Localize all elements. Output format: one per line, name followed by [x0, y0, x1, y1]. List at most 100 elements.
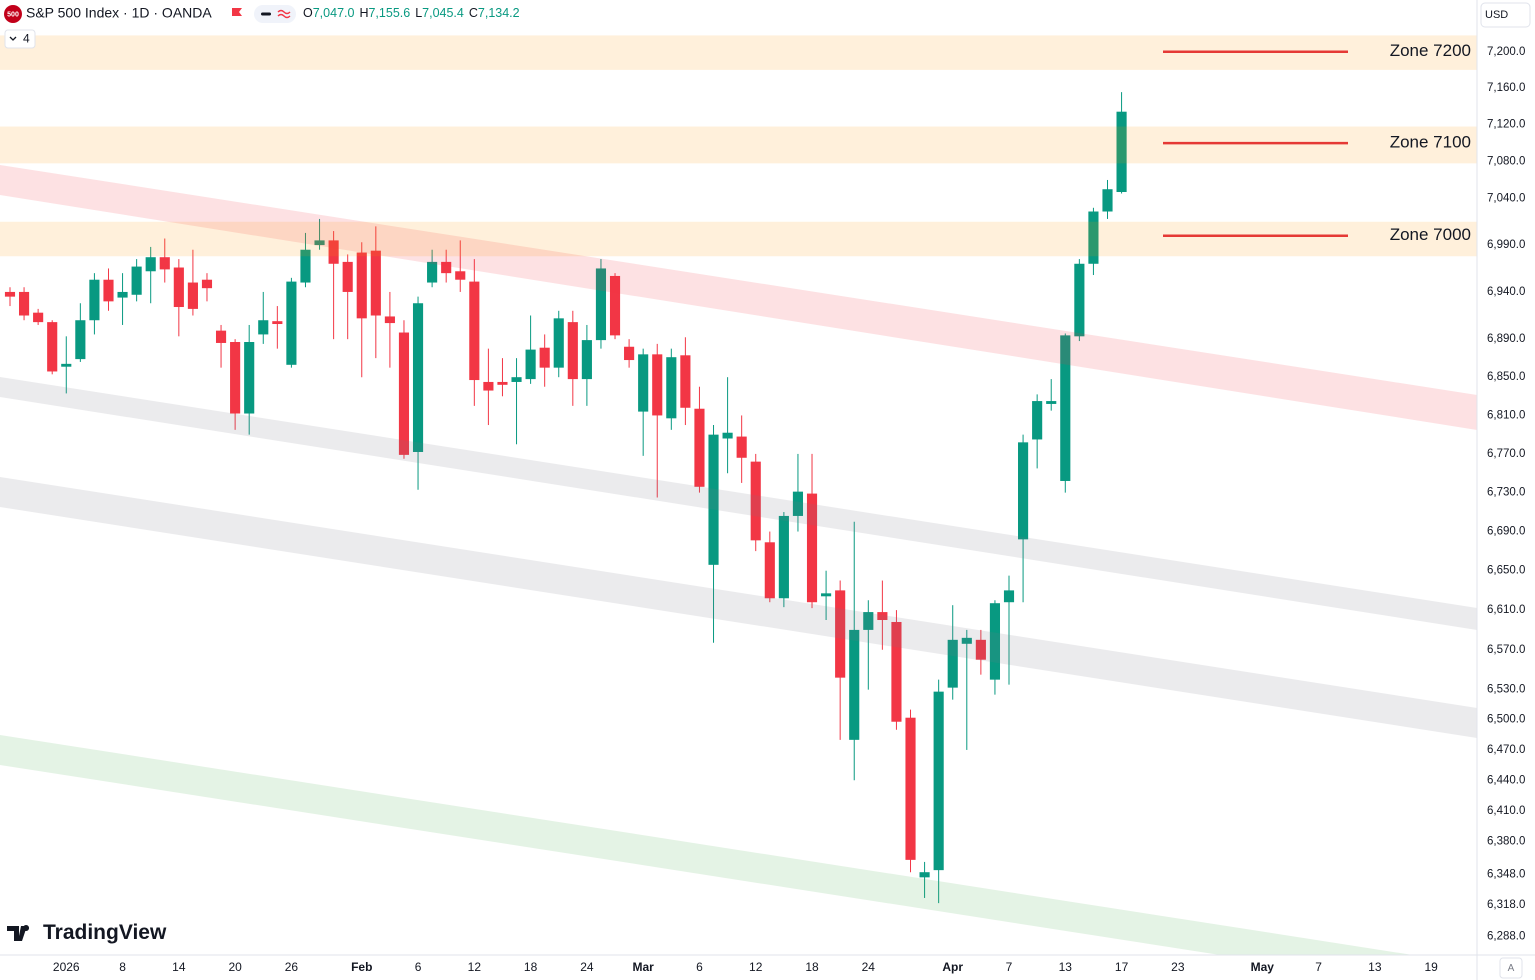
x-tick-label: 19 [1424, 960, 1438, 974]
y-tick-label: 6,770.0 [1487, 448, 1525, 460]
ohlc-key: O [303, 6, 313, 20]
ohlc-key: L [415, 6, 422, 20]
ohlc-values: O7,047.0 H7,155.6 L7,045.4 C7,134.2 [303, 6, 520, 20]
channel-band [0, 477, 1477, 738]
candle-body [947, 639, 958, 688]
candle-body [511, 377, 522, 382]
candle-body [1074, 263, 1085, 337]
candle-body [1018, 442, 1029, 540]
candle-body [356, 252, 367, 319]
candle-body [441, 261, 452, 274]
symbol-badge [4, 5, 22, 23]
candle-body [314, 240, 325, 246]
ohlc-key: H [359, 6, 368, 20]
x-tick-label: 12 [468, 960, 482, 974]
candle-body [581, 340, 592, 380]
x-tick-label: 23 [1171, 960, 1185, 974]
candle-body [187, 282, 198, 309]
y-tick-label: 7,160.0 [1487, 82, 1525, 94]
x-tick-label: Mar [632, 960, 654, 974]
candle-body [778, 515, 789, 599]
x-tick-label: Feb [351, 960, 372, 974]
candle-body [455, 271, 466, 280]
candle-body [764, 542, 775, 599]
y-tick-label: 6,810.0 [1487, 409, 1525, 421]
zone-label: Zone 7200 [1390, 41, 1471, 60]
candle-body [595, 268, 607, 341]
zone-label: Zone 7000 [1390, 225, 1471, 244]
candle-body [384, 316, 395, 324]
x-tick-label: 8 [119, 960, 126, 974]
ohlc-value: 7,155.6 [368, 6, 410, 20]
candle-body [370, 250, 381, 316]
candle-body [567, 322, 578, 380]
badge-text: 500 [7, 11, 19, 18]
candle-body [638, 354, 649, 412]
candle-body [300, 249, 311, 283]
ohlc-value: 7,047.0 [313, 6, 355, 20]
candle-body [244, 342, 255, 414]
candle-body [412, 303, 424, 452]
candle-body [469, 281, 480, 381]
x-tick-label: 24 [862, 960, 876, 974]
candle-body [1060, 335, 1071, 481]
y-tick-label: 6,380.0 [1487, 835, 1525, 847]
ohlc-value: 7,134.2 [478, 6, 520, 20]
candle-body [736, 436, 747, 458]
candle-body [201, 279, 213, 289]
candle-body [849, 629, 860, 740]
y-tick-label: 6,890.0 [1487, 333, 1525, 345]
x-tick-label: 6 [415, 960, 422, 974]
x-tick-label: 26 [285, 960, 299, 974]
candle-body [173, 267, 184, 308]
auto-scale-button[interactable] [1499, 957, 1523, 979]
candle-body [722, 432, 733, 439]
candle-body [694, 408, 705, 487]
candle-body [806, 493, 818, 603]
y-tick-label: 7,080.0 [1487, 156, 1525, 168]
x-tick-label: May [1251, 960, 1275, 974]
candle-body [33, 312, 44, 323]
auto-scale-label: A [1508, 963, 1515, 974]
channel-bands [0, 165, 1477, 955]
y-tick-label: 6,318.0 [1487, 899, 1525, 911]
candle-body [1046, 401, 1057, 404]
x-tick-label: 18 [524, 960, 538, 974]
flag-icon[interactable] [232, 8, 242, 16]
y-tick-label: 6,940.0 [1487, 286, 1525, 298]
candle-body [1088, 211, 1099, 264]
y-tick-label: 6,440.0 [1487, 774, 1525, 786]
y-tick-label: 7,200.0 [1487, 46, 1525, 58]
ohlc-value: 7,045.4 [422, 6, 464, 20]
candle-body [117, 291, 128, 298]
x-tick-label: 6 [696, 960, 703, 974]
candle-body [427, 261, 438, 283]
candle-body [961, 637, 972, 644]
candle-body [75, 320, 86, 360]
candle-body [919, 872, 930, 878]
x-tick-label: 7 [1315, 960, 1322, 974]
candle-body [286, 281, 297, 365]
pill-icon [277, 9, 291, 19]
candle-body [1003, 590, 1015, 603]
indicator-pill[interactable] [254, 5, 296, 23]
candle-body [821, 593, 832, 597]
candle-body [230, 342, 241, 414]
candle-body [497, 381, 508, 385]
y-tick-label: 6,650.0 [1487, 565, 1525, 577]
currency-button[interactable] [1480, 2, 1531, 28]
y-tick-label: 6,610.0 [1487, 604, 1525, 616]
x-tick-label: 14 [172, 960, 186, 974]
candle-body [258, 320, 269, 335]
candle-body [47, 322, 58, 372]
symbol-title: S&P 500 Index · 1D · OANDA [26, 5, 212, 21]
candle-body [525, 349, 536, 380]
candle-body [1116, 111, 1127, 193]
candle-body [652, 354, 663, 416]
y-tick-label: 7,040.0 [1487, 193, 1525, 205]
x-tick-label: 24 [580, 960, 594, 974]
layers-toggle[interactable] [4, 29, 36, 49]
candle-body [89, 279, 100, 321]
y-tick-label: 6,410.0 [1487, 805, 1525, 817]
